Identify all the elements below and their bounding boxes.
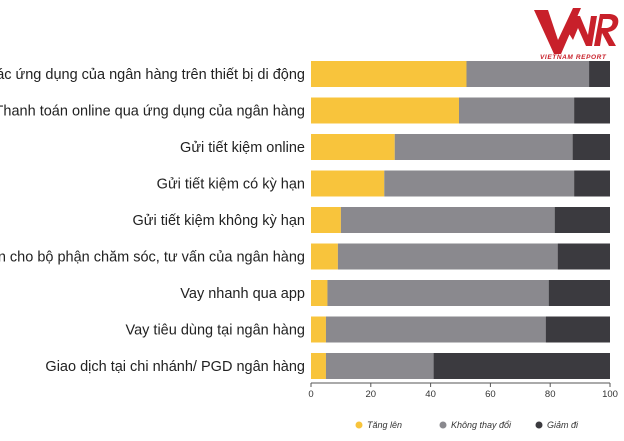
bars-group [311, 61, 610, 379]
x-tick-label: 60 [485, 389, 496, 400]
legend-swatch [535, 421, 543, 429]
bar-segment [554, 207, 610, 233]
bar-segment [433, 353, 610, 379]
legend-label: Không thay đổi [451, 420, 512, 430]
bar-segment [311, 280, 328, 306]
bar-segment [574, 97, 610, 124]
bar-segment [311, 353, 326, 379]
x-axis-ticks: 0 20 40 60 80 100 [308, 383, 618, 400]
x-tick-label: 80 [545, 389, 556, 400]
bar-segment [548, 280, 610, 306]
category-label: Vay tiêu dùng tại ngân hàng [125, 323, 305, 339]
bar-segment [327, 280, 549, 306]
bar-segment [311, 316, 326, 343]
bar-segment [311, 170, 385, 197]
category-label: Gọi điện cho bộ phận chăm sóc, tư vấn củ… [0, 250, 305, 266]
bar-segment [325, 353, 434, 379]
category-label: Giao dịch tại chi nhánh/ PGD ngân hàng [45, 359, 305, 375]
logo-r-mark [594, 14, 619, 46]
legend-label: Giảm đi [547, 420, 579, 430]
bar-segment [311, 97, 460, 124]
logo-tagline: VIETNAM REPORT [540, 54, 607, 61]
x-tick-label: 20 [366, 389, 377, 400]
vnr-logo: VIETNAM REPORT [534, 8, 619, 61]
legend: Tăng lên Không thay đổi Giảm đi [355, 420, 579, 430]
bar-segment [572, 134, 610, 160]
category-label: Gửi tiết kiệm online [180, 140, 305, 156]
bar-segment [311, 243, 338, 270]
legend-label: Tăng lên [367, 420, 402, 430]
category-label: Gửi tiết kiệm không kỳ hạn [132, 213, 305, 229]
bar-segment [466, 61, 590, 87]
legend-swatch [355, 421, 363, 429]
bar-segment [384, 170, 575, 197]
bar-segment [337, 243, 558, 270]
category-label: Vay nhanh qua app [180, 286, 305, 302]
category-labels: Sử dụng các ứng dụng của ngân hàng trên … [0, 67, 305, 375]
bar-segment [311, 207, 341, 233]
bar-segment [340, 207, 555, 233]
bar-segment [589, 61, 610, 87]
bar-segment [325, 316, 546, 343]
x-tick-label: 100 [602, 389, 618, 400]
bar-segment [394, 134, 573, 160]
bar-segment [557, 243, 610, 270]
bar-segment [311, 134, 395, 160]
logo-n-mark [568, 16, 597, 46]
x-tick-label: 0 [308, 389, 313, 400]
bar-segment [459, 97, 575, 124]
legend-swatch [439, 421, 447, 429]
category-label: Gửi tiết kiệm có kỳ hạn [157, 177, 305, 193]
bar-segment [311, 61, 467, 87]
x-tick-label: 40 [425, 389, 436, 400]
category-label: Thanh toán online qua ứng dụng của ngân … [0, 104, 305, 120]
category-label: Sử dụng các ứng dụng của ngân hàng trên … [0, 67, 305, 83]
bar-segment [574, 170, 610, 197]
logo-v-mark [534, 8, 581, 54]
bar-segment [545, 316, 610, 343]
